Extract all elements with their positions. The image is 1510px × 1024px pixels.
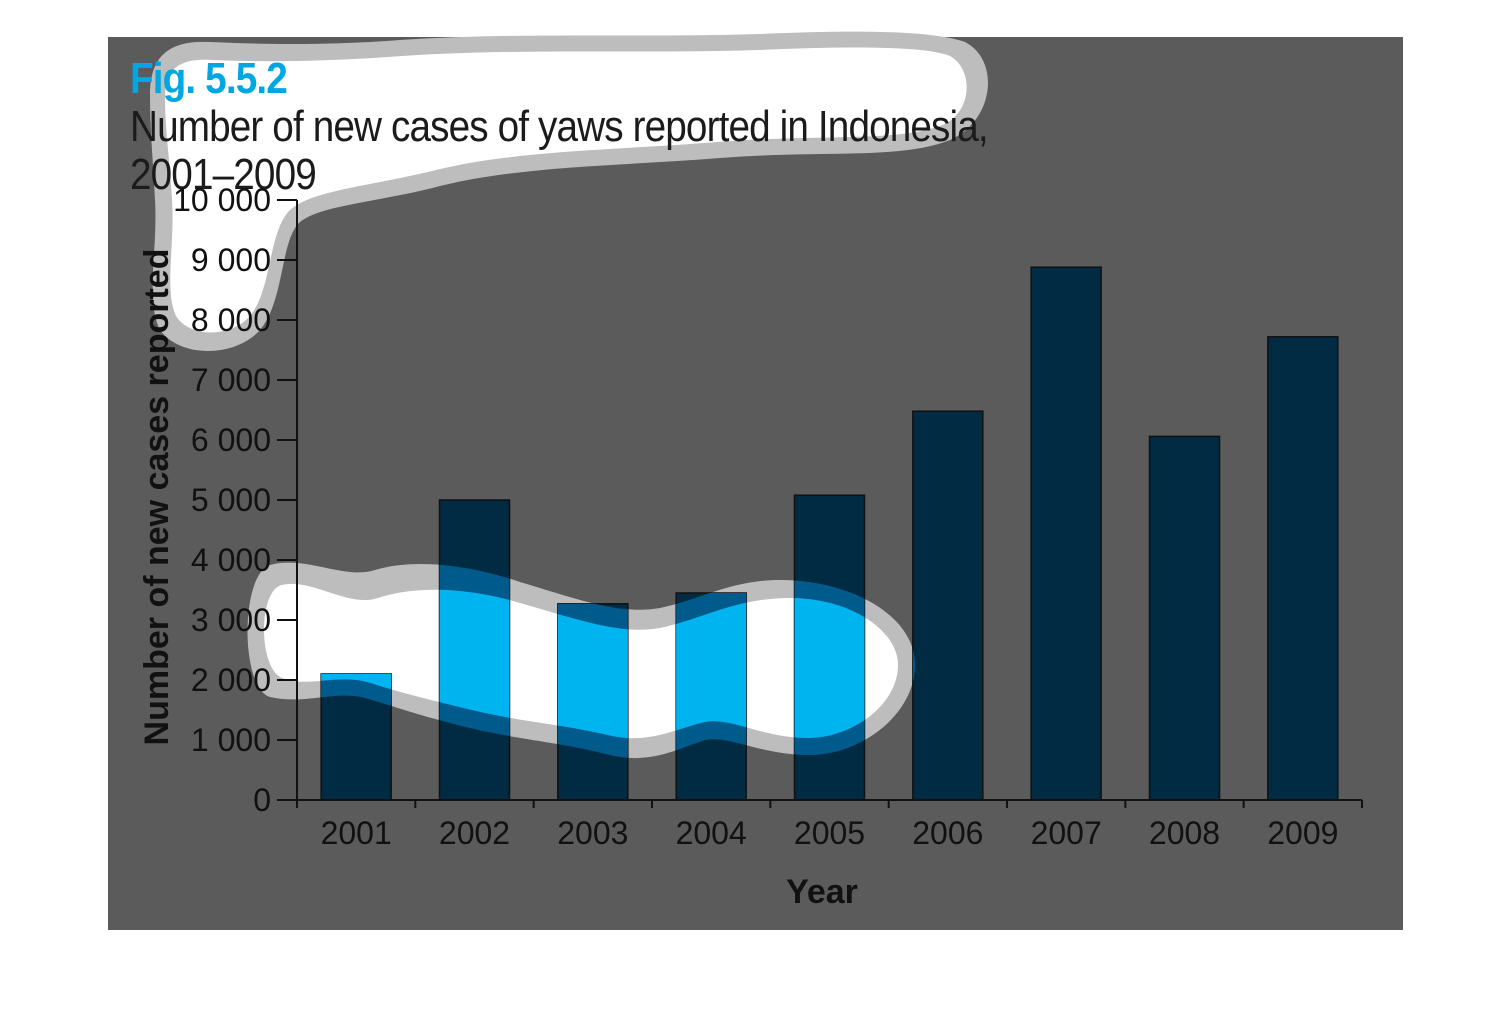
y-tick-label: 8 000 — [191, 302, 271, 338]
figure-caption-line1: Number of new cases of yaws reported in … — [130, 102, 989, 151]
figure-title: Fig. 5.5.2 Number of new cases of yaws r… — [130, 55, 1186, 199]
x-tick-label: 2006 — [912, 815, 983, 851]
y-axis-label: Number of new cases reported — [138, 249, 176, 746]
y-tick-label: 10 000 — [173, 182, 271, 218]
x-tick-label: 2007 — [1031, 815, 1102, 851]
bar-halo-2006 — [912, 562, 915, 759]
x-tick-label: 2008 — [1149, 815, 1220, 851]
x-tick-label: 2004 — [676, 815, 747, 851]
x-tick-label: 2001 — [321, 815, 392, 851]
x-tick-label: 2003 — [557, 815, 628, 851]
x-tick-label: 2009 — [1267, 815, 1338, 851]
bar-2007 — [1030, 266, 1102, 801]
x-tick-label: 2005 — [794, 815, 865, 851]
figure-caption-line2: 2001–2009 — [130, 150, 317, 199]
bar-2009 — [1267, 336, 1339, 801]
bar-2008 — [1148, 435, 1221, 801]
figure-label: Fig. 5.5.2 — [130, 54, 288, 103]
y-tick-label: 1 000 — [191, 722, 271, 758]
y-tick-label: 6 000 — [191, 422, 271, 458]
y-tick-label: 2 000 — [191, 662, 271, 698]
x-tick-label: 2002 — [439, 815, 510, 851]
figure-caption: Number of new cases of yaws reported in … — [130, 102, 989, 199]
bar-2006 — [912, 410, 984, 801]
y-tick-label: 9 000 — [191, 242, 271, 278]
y-tick-label: 5 000 — [191, 482, 271, 518]
x-axis-label: Year — [786, 873, 858, 911]
y-tick-label: 0 — [253, 782, 271, 818]
y-tick-label: 4 000 — [191, 542, 271, 578]
axes-group: 2001 2002 2003 2004 2005 2006 2007 2008 2009 0 1 0… — [173, 182, 1363, 851]
y-tick-label: 7 000 — [191, 362, 271, 398]
y-tick-label: 3 000 — [191, 602, 271, 638]
